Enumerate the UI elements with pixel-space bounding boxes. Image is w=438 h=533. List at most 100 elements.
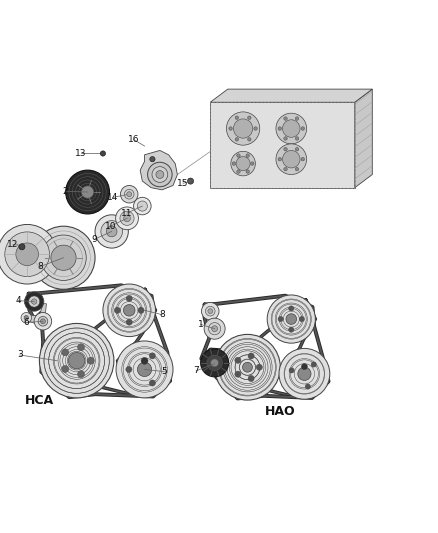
Text: 9: 9 [91,235,97,244]
Circle shape [286,314,297,325]
Circle shape [201,349,229,377]
Circle shape [237,154,240,157]
Polygon shape [210,89,372,102]
Circle shape [19,244,25,250]
Circle shape [120,185,138,203]
Circle shape [114,307,120,313]
Circle shape [120,211,134,225]
Circle shape [212,326,218,332]
Circle shape [124,189,134,199]
Text: 6: 6 [23,318,29,327]
Circle shape [126,295,132,302]
Circle shape [301,157,304,161]
Text: 7: 7 [193,366,199,375]
Circle shape [40,319,46,324]
Circle shape [295,148,299,151]
Text: HAO: HAO [265,406,296,418]
Circle shape [232,162,236,165]
Circle shape [81,186,94,198]
Circle shape [101,221,123,243]
Text: HCA: HCA [25,393,54,407]
Text: 1: 1 [198,320,204,329]
Circle shape [124,215,131,222]
Circle shape [103,284,155,336]
Circle shape [138,307,144,313]
Circle shape [38,317,48,326]
Circle shape [149,353,155,359]
Circle shape [148,162,172,187]
Circle shape [283,150,300,168]
Text: 10: 10 [105,222,116,231]
Circle shape [248,353,254,359]
Circle shape [62,366,69,373]
Circle shape [150,157,155,162]
Circle shape [284,137,287,140]
Circle shape [243,362,252,372]
Text: 13: 13 [75,149,87,158]
Circle shape [279,349,330,399]
Circle shape [66,170,110,214]
Circle shape [16,243,39,265]
Circle shape [289,306,294,311]
Circle shape [284,148,287,151]
Circle shape [78,370,85,377]
Circle shape [233,119,253,138]
Circle shape [201,302,219,320]
Circle shape [0,224,57,284]
Circle shape [305,384,311,389]
Circle shape [152,167,168,182]
Circle shape [187,178,194,184]
Circle shape [25,292,44,311]
Circle shape [298,367,311,381]
Circle shape [21,312,32,323]
Circle shape [295,117,299,120]
Circle shape [127,192,132,197]
Circle shape [311,362,316,367]
Text: 12: 12 [7,240,19,249]
Polygon shape [355,89,372,188]
Circle shape [229,127,232,130]
Circle shape [134,197,151,215]
Circle shape [95,215,128,248]
Circle shape [100,151,106,156]
Circle shape [32,299,37,304]
Text: 4: 4 [16,296,21,305]
Circle shape [24,316,28,320]
Circle shape [278,127,282,130]
Circle shape [247,116,251,119]
Circle shape [68,352,85,369]
Circle shape [301,364,307,370]
Polygon shape [140,150,177,190]
Circle shape [278,157,282,161]
Circle shape [215,334,280,400]
Circle shape [235,371,241,377]
Circle shape [299,317,304,322]
Circle shape [284,167,287,171]
Circle shape [207,355,223,370]
Text: 14: 14 [107,193,119,202]
Circle shape [138,362,152,376]
Circle shape [126,366,132,373]
Circle shape [5,232,49,277]
Circle shape [51,245,76,270]
Circle shape [289,327,294,332]
Circle shape [124,304,135,316]
Circle shape [137,201,148,211]
Circle shape [235,138,239,141]
Circle shape [32,226,95,289]
Circle shape [251,162,254,165]
Circle shape [106,226,117,237]
Text: 3: 3 [17,351,23,359]
Circle shape [289,368,294,373]
Circle shape [226,112,260,145]
Circle shape [87,357,94,364]
Circle shape [246,170,250,173]
Circle shape [116,207,138,230]
Circle shape [156,171,164,179]
Text: 16: 16 [128,135,139,144]
Circle shape [295,137,299,140]
Circle shape [78,344,85,351]
Circle shape [204,318,225,339]
Polygon shape [210,102,355,188]
Text: 5: 5 [161,367,167,376]
